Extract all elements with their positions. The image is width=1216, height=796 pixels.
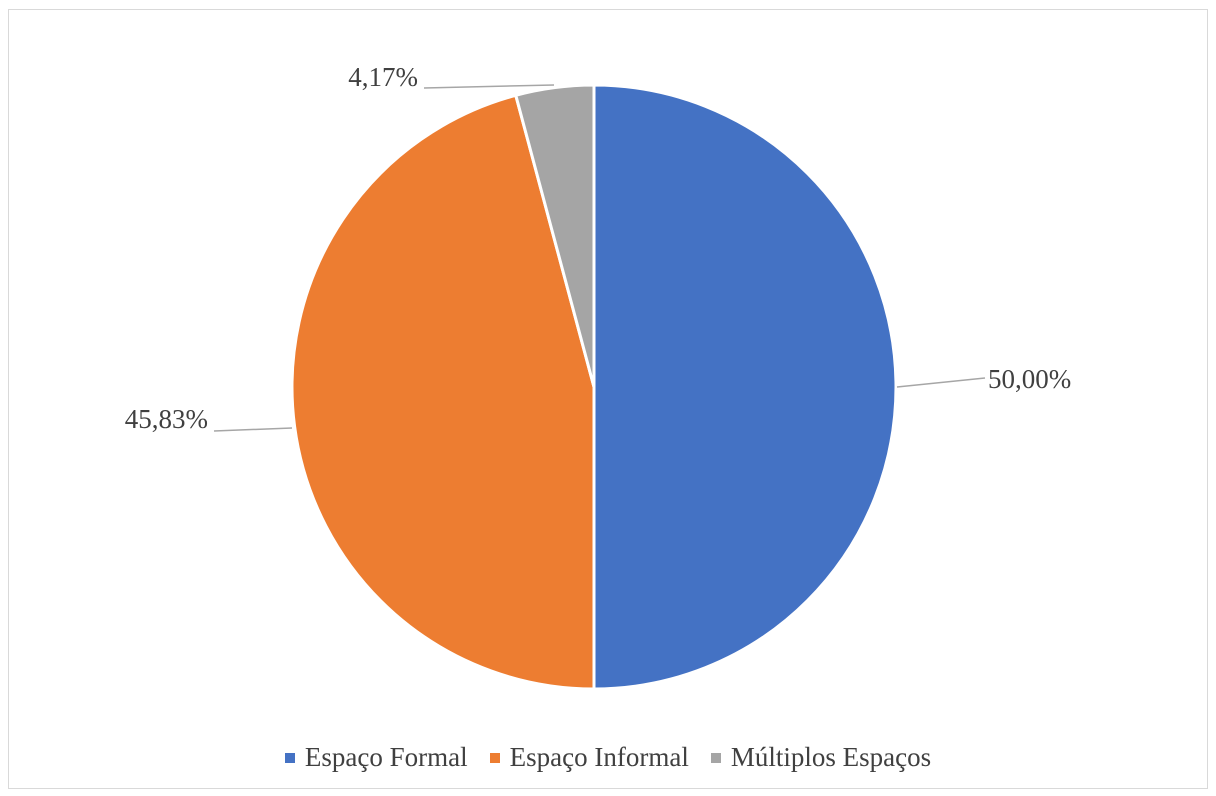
legend-label: Múltiplos Espaços — [730, 742, 932, 772]
legend-swatch — [489, 752, 500, 763]
leader-line — [213, 427, 293, 432]
leader-line — [896, 377, 986, 388]
leader-lines — [213, 84, 986, 432]
legend-swatch — [710, 752, 721, 763]
data-label: 50,00% — [988, 364, 1071, 394]
legend-item-espaco-informal: Espaço Informal — [489, 742, 689, 773]
data-label: 4,17% — [348, 62, 418, 92]
legend: Espaço Formal Espaço Informal Múltiplos … — [0, 742, 1216, 773]
pie-slices — [290, 83, 898, 691]
legend-item-multiplos-espacos: Múltiplos Espaços — [710, 742, 932, 773]
data-label: 45,83% — [125, 404, 208, 434]
leader-line — [423, 84, 555, 89]
data-labels: 50,00% 45,83% 4,17% — [125, 62, 1072, 434]
pie-slice-multiplos-espacos — [514, 83, 596, 389]
legend-swatch — [284, 752, 295, 763]
legend-label: Espaço Formal — [304, 742, 468, 772]
pie-slice-espaco-formal — [592, 83, 898, 691]
legend-item-espaco-formal: Espaço Formal — [284, 742, 468, 773]
legend-label: Espaço Informal — [509, 742, 689, 772]
pie-slice-espaco-informal — [290, 93, 596, 691]
